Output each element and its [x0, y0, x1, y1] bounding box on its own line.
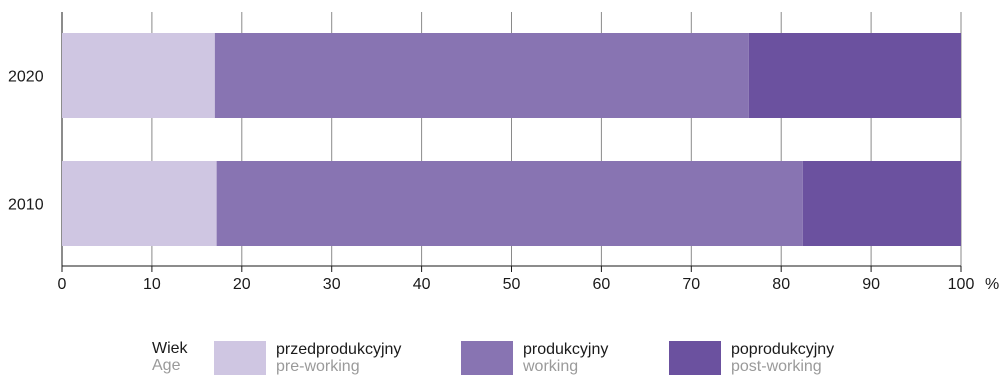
x-unit-label: %: [985, 276, 999, 290]
legend-item-post-working: poprodukcyjny post-working: [669, 341, 834, 375]
x-tick-label: 40: [413, 276, 431, 290]
x-tick-label: 50: [503, 276, 521, 290]
legend-title-pl: Wiek: [152, 340, 188, 357]
legend-label-pl: przedprodukcyjny: [276, 341, 402, 358]
x-tick-label: 0: [58, 276, 67, 290]
x-tick-label: 10: [143, 276, 161, 290]
legend-label-en: working: [523, 358, 579, 375]
legend-label-en: pre-working: [276, 358, 360, 375]
bar-segment: [62, 161, 217, 246]
legend-swatch-post-working: [669, 341, 721, 375]
legend-item-working: produkcyjny working: [461, 341, 608, 375]
bar-segment: [802, 161, 961, 246]
legend-label-pl: poprodukcyjny: [731, 341, 835, 358]
x-tick-label: 70: [682, 276, 700, 290]
bar-segment: [216, 161, 803, 246]
legend-label-pl: produkcyjny: [523, 341, 609, 358]
legend-title: Wiek Age: [152, 340, 188, 374]
stacked-bar-chart: 2020 2010 0 10 20 30 40 50 60 70 80 90 100%: [8, 12, 999, 290]
legend: Wiek Age przedprodukcyjny pre-working pr…: [0, 336, 1005, 375]
x-tick-label: 20: [233, 276, 251, 290]
y-tick-label: 2010: [8, 197, 44, 214]
x-tick-label: 60: [593, 276, 611, 290]
legend-title-en: Age: [152, 357, 181, 374]
x-tick-label: 100: [948, 276, 975, 290]
bar-segment: [748, 33, 961, 118]
bar-segment: [62, 33, 215, 118]
bar-segment: [214, 33, 749, 118]
x-tick-label: 30: [323, 276, 341, 290]
legend-swatch-working: [461, 341, 513, 375]
legend-item-pre-working: przedprodukcyjny pre-working: [214, 341, 401, 375]
x-tick-label: 80: [772, 276, 790, 290]
y-tick-label: 2020: [8, 69, 44, 86]
legend-swatch-pre-working: [214, 341, 266, 375]
x-tick-label: 90: [862, 276, 880, 290]
legend-label-en: post-working: [731, 358, 822, 375]
